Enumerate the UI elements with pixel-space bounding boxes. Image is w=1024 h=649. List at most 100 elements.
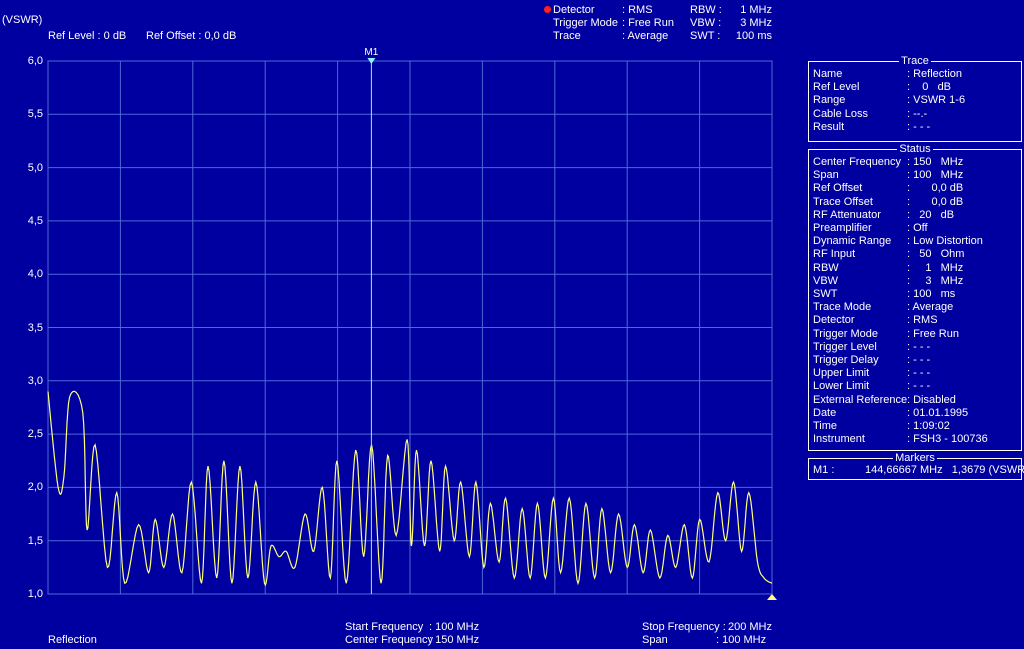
status-panel-row-label: Preamplifier bbox=[813, 222, 872, 234]
status-panel-row: External Reference: Disabled bbox=[813, 394, 956, 407]
status-panel-row-value: : 01.01.1995 bbox=[907, 406, 969, 419]
status-panel-row-label: Trigger Mode bbox=[813, 327, 879, 340]
status-panel-row-label: Dynamic Range bbox=[813, 235, 892, 248]
marker-m1-triangle[interactable] bbox=[367, 58, 376, 64]
status-panel-row: Center Frequency : 150 MHz bbox=[813, 156, 963, 169]
status-panel-row: Ref Offset : 0,0 dB bbox=[813, 182, 963, 195]
y-tick-label: 2,5 bbox=[27, 428, 43, 441]
y-tick-label: 1,5 bbox=[27, 534, 43, 547]
status-panel: Status Center Frequency : 150 MHz Span : 10… bbox=[808, 143, 1022, 451]
status-panel-row-value: : 100 MHz bbox=[907, 169, 964, 182]
trace-panel: Trace Name : Reflection Ref Level: 0 dB Ran… bbox=[808, 55, 1022, 142]
status-panel-row: Detector : RMS bbox=[813, 314, 938, 327]
trace-panel-row-value: : - - - bbox=[907, 120, 931, 133]
trace-panel-row-label: Range bbox=[813, 94, 846, 107]
y-tick-label: 6,0 bbox=[27, 55, 43, 67]
status-panel-row-label: Span bbox=[813, 169, 839, 182]
y-tick-label: 2,0 bbox=[27, 481, 43, 494]
span-value: : 100 MHz bbox=[716, 634, 767, 646]
rbw-label: RBW : bbox=[690, 4, 722, 16]
status-panel-row: Trigger Mode: Free Run bbox=[813, 328, 959, 341]
stop-frequency-label: Stop Frequency : bbox=[642, 621, 726, 633]
status-panel-row-value: : Low Distortion bbox=[907, 235, 983, 248]
status-panel-row: SWT: 100 ms bbox=[813, 288, 955, 301]
status-panel-row-value: : 150 MHz bbox=[907, 156, 964, 168]
y-tick-label: 5,0 bbox=[27, 161, 43, 174]
status-panel-row-value: : - - - bbox=[907, 354, 931, 366]
trace-panel-row-label: Cable Loss bbox=[813, 107, 869, 120]
swt-value: 100 ms bbox=[735, 30, 772, 42]
status-panel-row-label: External Reference bbox=[813, 393, 908, 406]
start-frequency-value: : 100 MHz bbox=[429, 621, 480, 633]
status-panel-row: Dynamic Range : Low Distortion bbox=[813, 235, 983, 248]
vbw-label: VBW : bbox=[690, 17, 722, 29]
y-tick-label: 5,5 bbox=[27, 108, 43, 121]
y-tick-label: 4,0 bbox=[27, 268, 43, 281]
status-panel-row: Instrument: FSH3 - 100736 bbox=[813, 433, 988, 446]
status-panel-row: Trace Mode: Average bbox=[813, 301, 953, 314]
trace-panel-row-value: : Reflection bbox=[907, 68, 963, 80]
status-panel-row-value: : 50 Ohm bbox=[907, 248, 965, 261]
status-panel-row-value: : 1 MHz bbox=[907, 261, 964, 274]
status-panel-row: Span : 100 MHz bbox=[813, 169, 963, 182]
trace-panel-row-value: : VSWR 1-6 bbox=[907, 94, 966, 107]
status-panel-title: Status bbox=[897, 143, 933, 155]
status-panel-row-value: : 0,0 dB bbox=[907, 182, 964, 195]
status-panel-row-value: : Disabled bbox=[907, 393, 956, 406]
y-tick-label: 1,0 bbox=[27, 588, 43, 600]
center-frequency-value: : 150 MHz bbox=[429, 634, 480, 646]
end-marker-triangle bbox=[767, 594, 777, 600]
status-panel-row-label: RF Attenuator bbox=[813, 208, 881, 221]
trace-panel-row: Ref Level: 0 dB bbox=[813, 81, 951, 94]
trace-panel-title: Trace bbox=[899, 55, 931, 67]
trace-panel-row: Result : - - - bbox=[813, 121, 930, 134]
marker-m1-readout: M1 : 144,66667 MHz 1,3679 (VSWR) bbox=[813, 464, 1024, 476]
status-panel-row-value: : 1:09:02 bbox=[907, 420, 950, 432]
status-panel-row-label: Time bbox=[813, 420, 838, 432]
status-panel-row-label: VBW bbox=[813, 274, 839, 287]
status-panel-row-label: Detector bbox=[813, 314, 855, 327]
detector-indicator-dot bbox=[544, 6, 551, 13]
swt-label: SWT : bbox=[690, 30, 721, 42]
status-panel-row-value: : Off bbox=[907, 222, 928, 234]
status-panel-row-label: Date bbox=[813, 406, 837, 419]
start-frequency-label: Start Frequency bbox=[345, 621, 424, 633]
trace-line bbox=[47, 390, 773, 587]
trigger-label: Trigger Mode bbox=[553, 17, 619, 29]
trace-panel-row: Range : VSWR 1-6 bbox=[813, 94, 965, 107]
vbw-value: 3 MHz bbox=[740, 17, 772, 29]
status-panel-row: RF Attenuator : 20 dB bbox=[813, 209, 954, 222]
status-panel-row-label: Trace Offset bbox=[813, 195, 873, 208]
trigger-value: : Free Run bbox=[622, 17, 674, 29]
status-panel-row-value: : 100 ms bbox=[907, 288, 956, 300]
unit-label: (VSWR) bbox=[2, 14, 43, 26]
status-panel-row-value: : 20 dB bbox=[907, 208, 955, 221]
status-panel-row-value: : RMS bbox=[907, 314, 938, 327]
status-panel-row-label: Lower Limit bbox=[813, 380, 870, 393]
status-panel-row-label: Center Frequency bbox=[813, 156, 902, 168]
y-tick-label: 4,5 bbox=[27, 214, 43, 227]
trace-value: : Average bbox=[622, 30, 669, 42]
trace-panel-row-label: Name bbox=[813, 68, 843, 80]
status-panel-row-value: : 0,0 dB bbox=[907, 195, 964, 208]
ref-offset: Ref Offset : 0,0 dB bbox=[146, 30, 237, 42]
status-panel-row-label: Upper Limit bbox=[813, 367, 870, 380]
rbw-value: 1 MHz bbox=[740, 4, 772, 16]
status-panel-row-value: : - - - bbox=[907, 367, 931, 380]
status-panel-row: RBW: 1 MHz bbox=[813, 262, 963, 275]
y-tick-label: 3,5 bbox=[27, 321, 43, 334]
markers-panel-title: Markers bbox=[893, 452, 937, 464]
trace-panel-row-label: Result bbox=[813, 120, 845, 133]
center-frequency-label: Center Frequency bbox=[345, 634, 434, 646]
marker-m1-label: M1 bbox=[364, 47, 378, 58]
y-tick-label: 3,0 bbox=[27, 374, 43, 387]
status-panel-row: Trigger Level: - - - bbox=[813, 341, 930, 354]
status-panel-row-label: Ref Offset bbox=[813, 182, 863, 195]
footer-trace-name: Reflection bbox=[48, 634, 97, 646]
status-panel-row-label: Trace Mode bbox=[813, 301, 872, 314]
ref-level: Ref Level : 0 dB bbox=[48, 30, 127, 42]
status-panel-row: Upper Limit : - - - bbox=[813, 367, 930, 380]
trace-panel-row: Name : Reflection bbox=[813, 68, 962, 81]
trace-panel-row-label: Ref Level bbox=[813, 81, 860, 94]
